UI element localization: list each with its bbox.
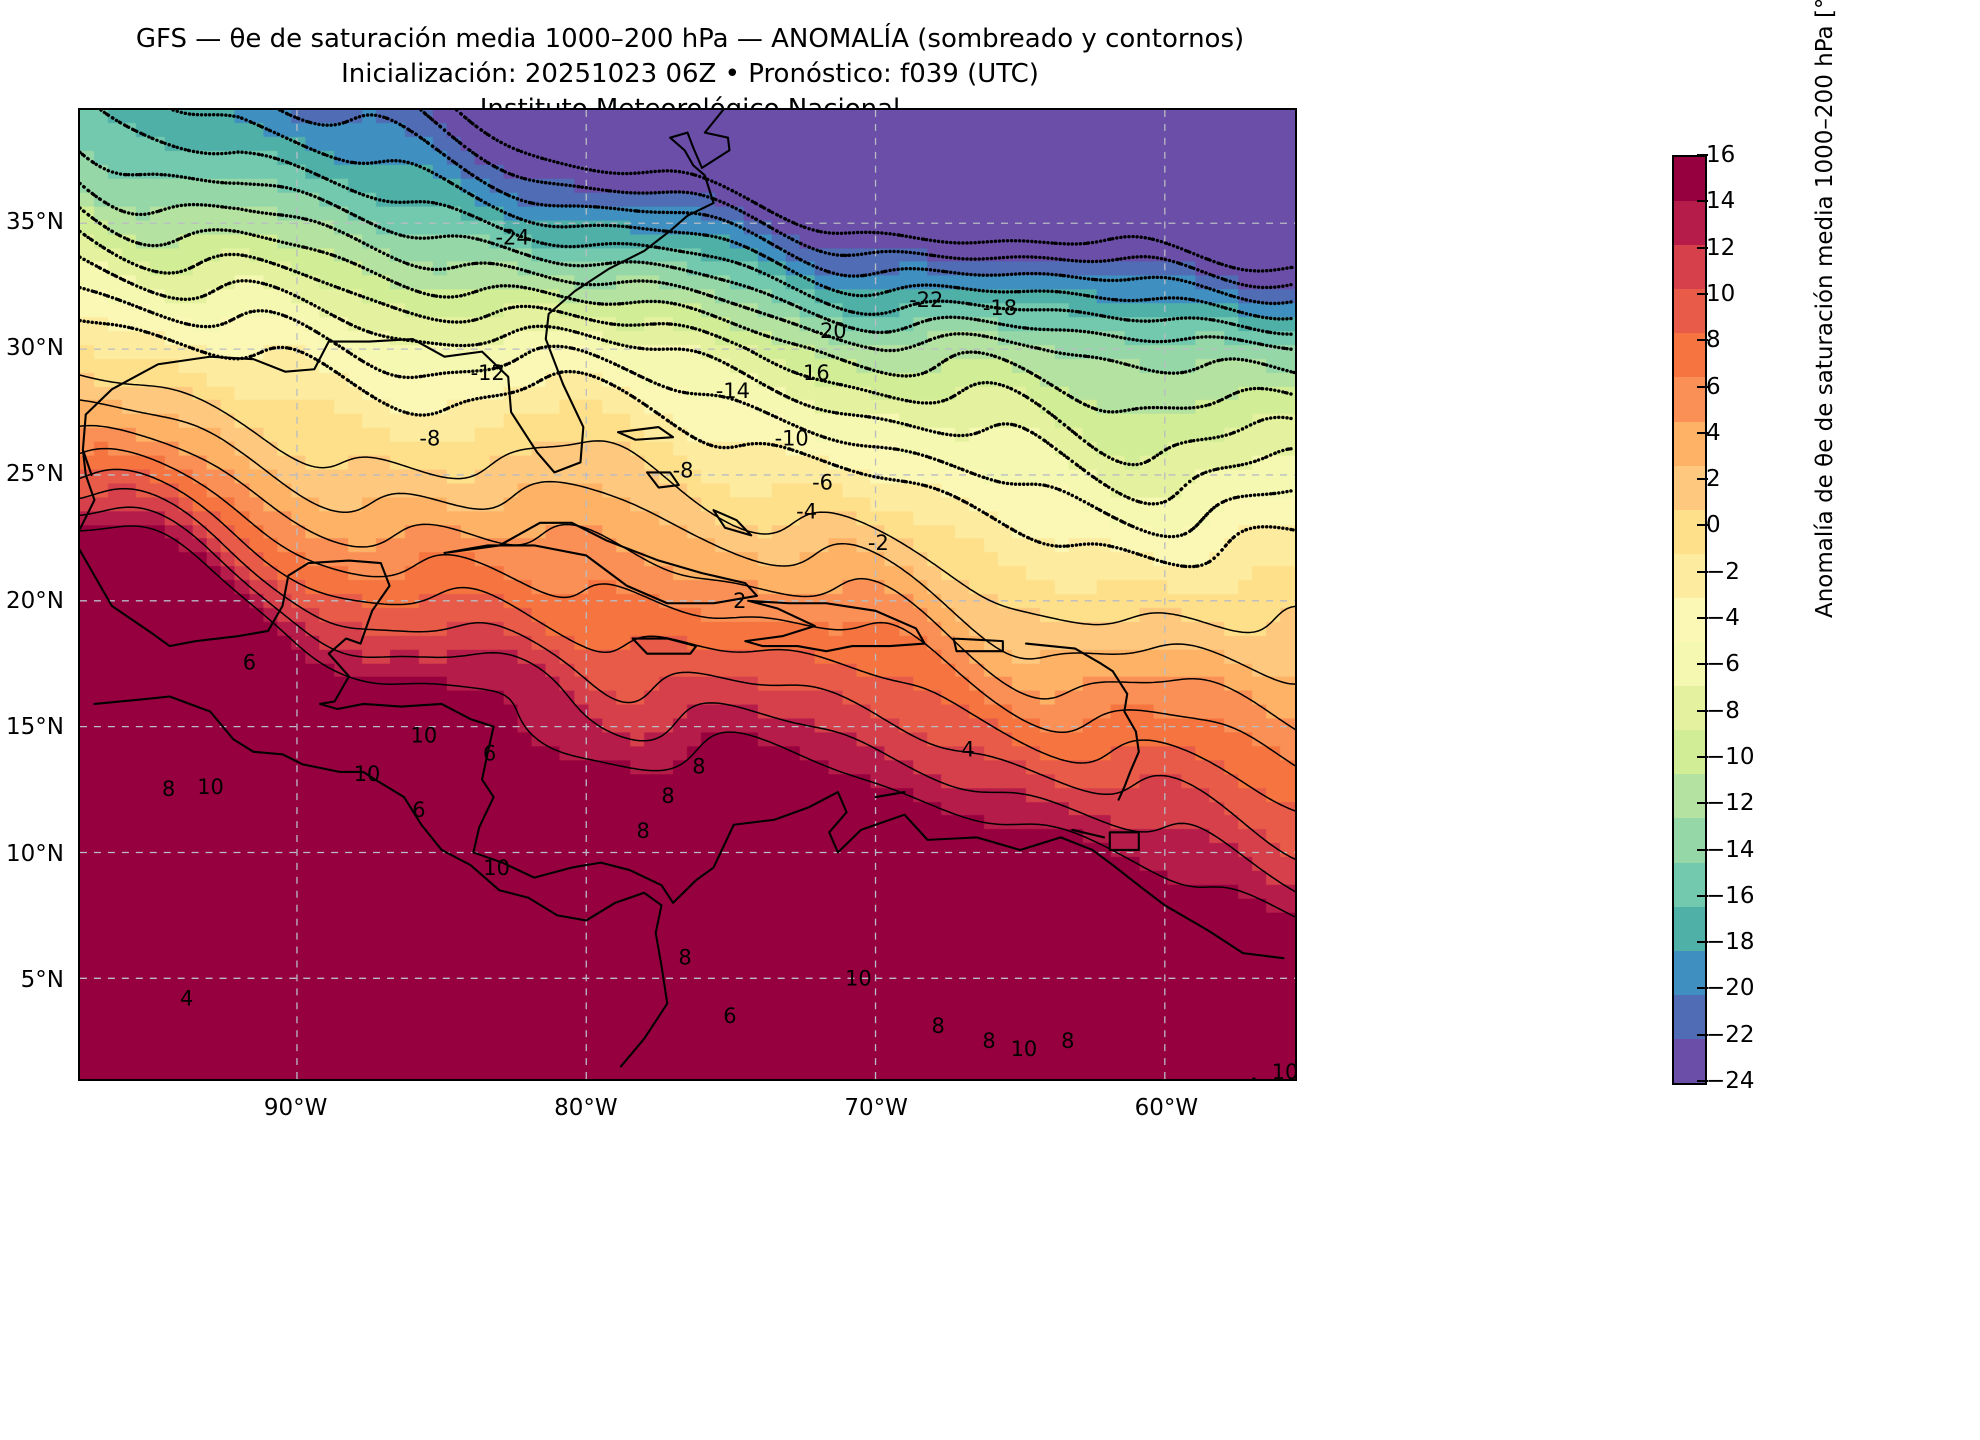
colorbar-band-6 <box>1674 421 1705 466</box>
colorbar-tick-mark <box>1697 709 1708 712</box>
colorbar-band-19 <box>1674 994 1705 1039</box>
colorbar-band-3 <box>1674 289 1705 334</box>
colorbar-tick-label: 2 <box>1706 466 1721 493</box>
colorbar-tick-mark <box>1697 431 1708 434</box>
colorbar-band-15 <box>1674 818 1705 863</box>
colorbar-tick-mark <box>1697 246 1708 249</box>
colorbar-tick-mark <box>1697 987 1708 990</box>
colorbar-tick-label: −4 <box>1706 605 1740 631</box>
colorbar-tick-label: 16 <box>1706 142 1736 168</box>
colorbar-band-7 <box>1674 465 1705 510</box>
colorbar-tick-label: −24 <box>1706 1068 1755 1094</box>
y-axis-tick-label: 25°N <box>6 461 64 488</box>
map-plot-area: -24 -22 -18 -20 -12 -16 -14 -8 -10 -8 -6 -4 -2 2 6 10 6 1… <box>78 108 1297 1081</box>
y-axis-tick-label: 35°N <box>6 208 64 235</box>
page-title: GFS — θe de saturación media 1000–200 hP… <box>135 24 1245 54</box>
colorbar-tick-label: 14 <box>1706 188 1736 215</box>
colorbar-band-2 <box>1674 245 1705 290</box>
colorbar-band-9 <box>1674 553 1705 598</box>
colorbar-tick-label: 0 <box>1706 512 1721 539</box>
colorbar-band-10 <box>1674 597 1705 643</box>
colorbar-band-16 <box>1674 862 1705 907</box>
y-axis-tick-label: 5°N <box>20 966 64 993</box>
colorbar-tick-mark <box>1697 1080 1708 1082</box>
colorbar-tick-mark <box>1697 154 1708 156</box>
colorbar-axis-label: Anomalía de θe de saturación media 1000–… <box>1812 0 1838 618</box>
colorbar <box>1672 155 1707 1085</box>
colorbar-tick-label: −22 <box>1706 1021 1755 1048</box>
x-axis-tick-label: 70°W <box>844 1095 908 1121</box>
colorbar-tick-label: −18 <box>1706 929 1755 956</box>
colorbar-tick-label: −14 <box>1706 836 1755 863</box>
colorbar-tick-mark <box>1697 941 1708 944</box>
colorbar-tick-label: −12 <box>1706 790 1755 817</box>
colorbar-tick-mark <box>1697 339 1708 342</box>
colorbar-band-12 <box>1674 686 1705 731</box>
colorbar-tick-label: 8 <box>1706 327 1721 354</box>
colorbar-tick-mark <box>1697 200 1708 203</box>
colorbar-band-14 <box>1674 774 1705 819</box>
colorbar-tick-mark <box>1697 478 1708 481</box>
colorbar-tick-label: −20 <box>1706 975 1755 1002</box>
colorbar-band-13 <box>1674 730 1705 775</box>
figure-subtitle: Inicialización: 20251023 06Z • Pronóstic… <box>341 58 1039 89</box>
colorbar-tick-mark <box>1697 1033 1708 1036</box>
y-axis-tick-label: 30°N <box>6 335 64 362</box>
colorbar-tick-label: 4 <box>1706 419 1721 446</box>
colorbar-tick-label: 10 <box>1706 280 1736 307</box>
y-axis-tick-label: 15°N <box>6 714 64 741</box>
colorbar-band-17 <box>1674 906 1705 951</box>
colorbar-tick-mark <box>1697 385 1708 388</box>
colorbar-tick-label: 12 <box>1706 234 1736 261</box>
colorbar-band-5 <box>1674 377 1705 422</box>
colorbar-band-0 <box>1674 157 1705 202</box>
colorbar-tick-mark <box>1697 755 1708 758</box>
colorbar-band-20 <box>1674 1038 1705 1083</box>
colorbar-band-1 <box>1674 201 1705 246</box>
y-axis-tick-label: 20°N <box>6 587 64 614</box>
colorbar-tick-label: −10 <box>1706 743 1755 770</box>
colorbar-gradient <box>1674 157 1705 1083</box>
figure-title-block: GFS — θe de saturación media 1000–200 hP… <box>0 22 1380 126</box>
colorbar-tick-label: 6 <box>1706 373 1721 400</box>
x-axis-tick-label: 60°W <box>1134 1095 1199 1121</box>
colorbar-tick-mark <box>1697 848 1708 851</box>
colorbar-tick-mark <box>1697 802 1708 805</box>
colorbar-tick-mark <box>1697 292 1708 295</box>
colorbar-tick-mark <box>1697 663 1708 666</box>
colorbar-tick-mark <box>1697 524 1708 527</box>
colorbar-tick-mark <box>1697 617 1708 619</box>
colorbar-tick-label: −2 <box>1706 558 1740 585</box>
colorbar-tick-mark <box>1697 894 1708 897</box>
colorbar-tick-label: −8 <box>1706 697 1740 724</box>
colorbar-tick-label: −6 <box>1706 651 1740 678</box>
y-axis-tick-label: 10°N <box>6 840 64 867</box>
colorbar-tick-label: −16 <box>1706 882 1755 909</box>
colorbar-tick-mark <box>1697 570 1708 573</box>
x-axis-tick-label: 80°W <box>554 1095 618 1121</box>
x-axis-tick-label: 90°W <box>263 1095 328 1121</box>
anomaly-shading-canvas <box>80 110 1295 1079</box>
colorbar-band-8 <box>1674 509 1705 554</box>
